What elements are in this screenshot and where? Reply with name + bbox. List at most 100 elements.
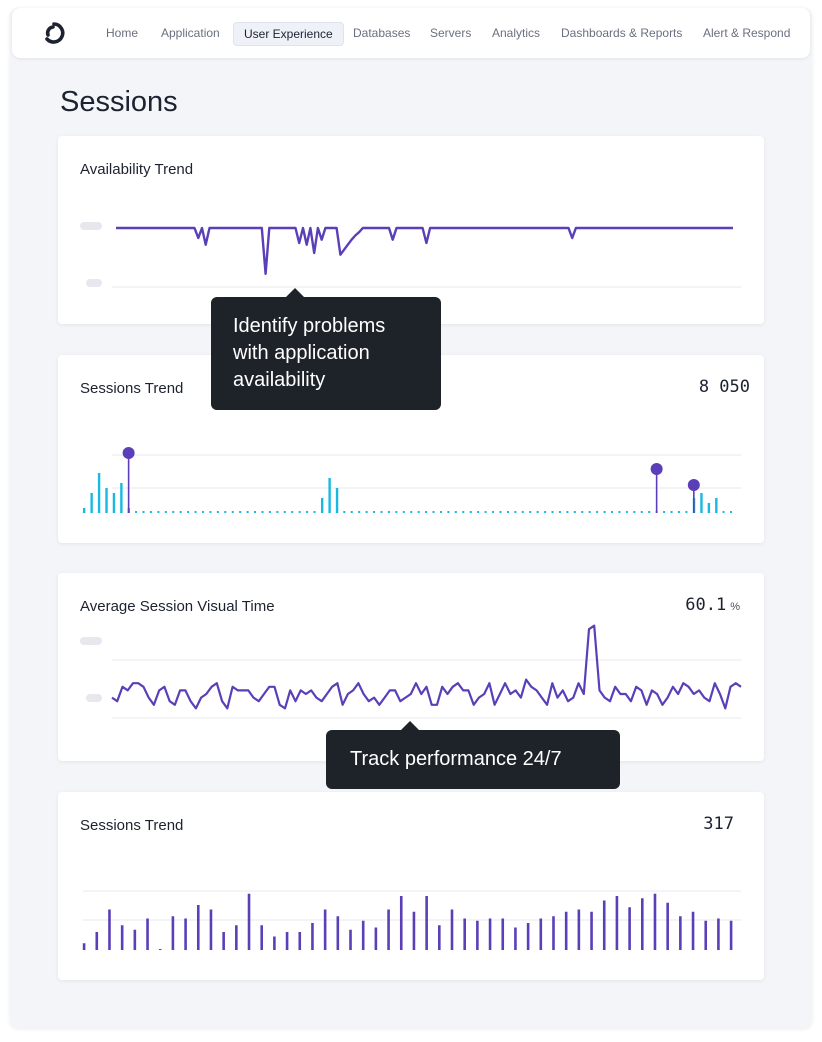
- axis-pill-top: [80, 637, 102, 645]
- sessions-dot: [663, 511, 666, 513]
- sessions-dot: [454, 511, 457, 513]
- card-title: Availability Trend: [80, 161, 194, 178]
- tooltip-availability: Identify problems with application avail…: [211, 288, 441, 410]
- sessions-bar: [700, 493, 703, 513]
- sessions-bar: [133, 929, 137, 950]
- sessions-dot: [343, 511, 346, 513]
- page-title: Sessions: [60, 86, 178, 118]
- event-marker: [122, 447, 135, 459]
- sessions-dot: [477, 511, 480, 513]
- sessions-bar: [320, 498, 324, 513]
- availability-trend-card: Availability Trend: [58, 136, 764, 324]
- availability-trend-chart[interactable]: [58, 136, 764, 324]
- sessions-dot: [373, 511, 376, 513]
- sessions-bar: [235, 925, 238, 950]
- sessions-dot: [268, 511, 271, 513]
- sessions-dot: [276, 511, 279, 513]
- sessions-dot: [313, 511, 316, 513]
- sessions-dot: [529, 511, 532, 513]
- nav-item-dashboards-reports[interactable]: Dashboards & Reports: [561, 26, 683, 40]
- sessions-total-value: 8 050: [698, 377, 750, 397]
- sessions-dot: [254, 511, 257, 513]
- sessions-dot: [179, 511, 182, 513]
- sessions-bar: [399, 896, 403, 950]
- sessions-bar: [82, 943, 86, 950]
- sessions-bar: [90, 493, 93, 513]
- sessions-dot: [521, 511, 524, 513]
- sessions-bar: [615, 896, 619, 950]
- sessions-bar: [311, 923, 314, 950]
- card-title: Average Session Visual Time: [80, 598, 275, 615]
- sessions-dot: [246, 511, 249, 513]
- sessions-bar: [374, 927, 378, 950]
- sessions-bar: [514, 927, 517, 950]
- sessions-bar: [323, 909, 327, 950]
- sessions-bar: [729, 920, 733, 950]
- sessions-dot: [387, 511, 390, 513]
- tooltip-performance: Track performance 24/7: [326, 721, 620, 789]
- nav-item-analytics[interactable]: Analytics: [492, 26, 541, 40]
- nav-item-servers[interactable]: Servers: [430, 26, 472, 40]
- sessions-dot: [402, 511, 405, 513]
- nav-item-databases[interactable]: Databases: [353, 26, 411, 40]
- sessions-bar: [717, 918, 720, 950]
- nav-item-application[interactable]: Application: [161, 26, 220, 40]
- sessions-bar: [387, 909, 390, 950]
- sessions-dot: [670, 511, 673, 513]
- sessions-bar: [95, 932, 99, 950]
- sessions-dot: [462, 511, 465, 513]
- sessions-dot: [484, 511, 487, 513]
- sessions-bar: [97, 473, 101, 513]
- sessions-dot: [625, 511, 628, 513]
- sessions-bar: [184, 918, 187, 950]
- availability-line: [116, 226, 733, 276]
- sessions-dot: [298, 511, 301, 513]
- sessions-dot: [544, 511, 547, 513]
- sessions-dot: [209, 511, 212, 513]
- sessions-dot: [677, 511, 680, 513]
- sessions-dot: [231, 511, 234, 513]
- sessions-dot: [730, 511, 732, 513]
- card-title: Sessions Trend: [80, 817, 184, 834]
- nav-item-alert-respond[interactable]: Alert & Respond: [703, 26, 791, 40]
- sessions-bar: [108, 909, 111, 950]
- sessions-bar: [273, 936, 276, 950]
- sessions-dot: [365, 511, 368, 513]
- event-marker: [650, 463, 663, 475]
- sessions-bar: [222, 932, 225, 950]
- sessions-dot: [581, 511, 584, 513]
- sessions-bar: [412, 911, 416, 950]
- sessions-dot: [410, 511, 413, 513]
- sessions-bar: [171, 916, 175, 950]
- sessions-dot: [350, 511, 353, 513]
- visual-time-unit: %: [730, 601, 740, 613]
- sessions-dot: [417, 511, 420, 513]
- sessions-bar: [666, 902, 669, 950]
- sessions-dot: [194, 511, 197, 513]
- sessions-dot: [164, 511, 167, 513]
- sessions-trend-card-secondary: Sessions Trend 317: [58, 792, 764, 980]
- sessions-dot: [588, 511, 591, 513]
- sessions-bar: [335, 488, 339, 513]
- sessions-bar: [488, 918, 492, 950]
- sessions-dot: [283, 511, 286, 513]
- sessions-bar: [577, 909, 581, 950]
- sessions-dot: [603, 511, 606, 513]
- sessions-dot: [499, 511, 502, 513]
- sessions-count-value: 317: [703, 814, 734, 834]
- nav-item-user-experience[interactable]: User Experience: [233, 22, 344, 46]
- tooltip-text: Identify problems with application avail…: [233, 315, 386, 391]
- sessions-dot: [648, 511, 651, 513]
- sessions-trend-chart[interactable]: [58, 355, 764, 543]
- average-session-visual-time-chart[interactable]: [58, 573, 764, 761]
- sessions-bar: [628, 907, 631, 950]
- visual-time-value: 60.1%: [685, 595, 740, 615]
- sessions-bar: [450, 909, 454, 950]
- nav-item-home[interactable]: Home: [106, 26, 139, 40]
- sessions-dot: [618, 511, 621, 513]
- sessions-dot: [239, 511, 242, 513]
- sessions-trend-secondary-chart[interactable]: [58, 792, 764, 980]
- brand-logo-icon[interactable]: [42, 21, 66, 45]
- sessions-dot: [596, 511, 599, 513]
- sessions-dot: [216, 511, 219, 513]
